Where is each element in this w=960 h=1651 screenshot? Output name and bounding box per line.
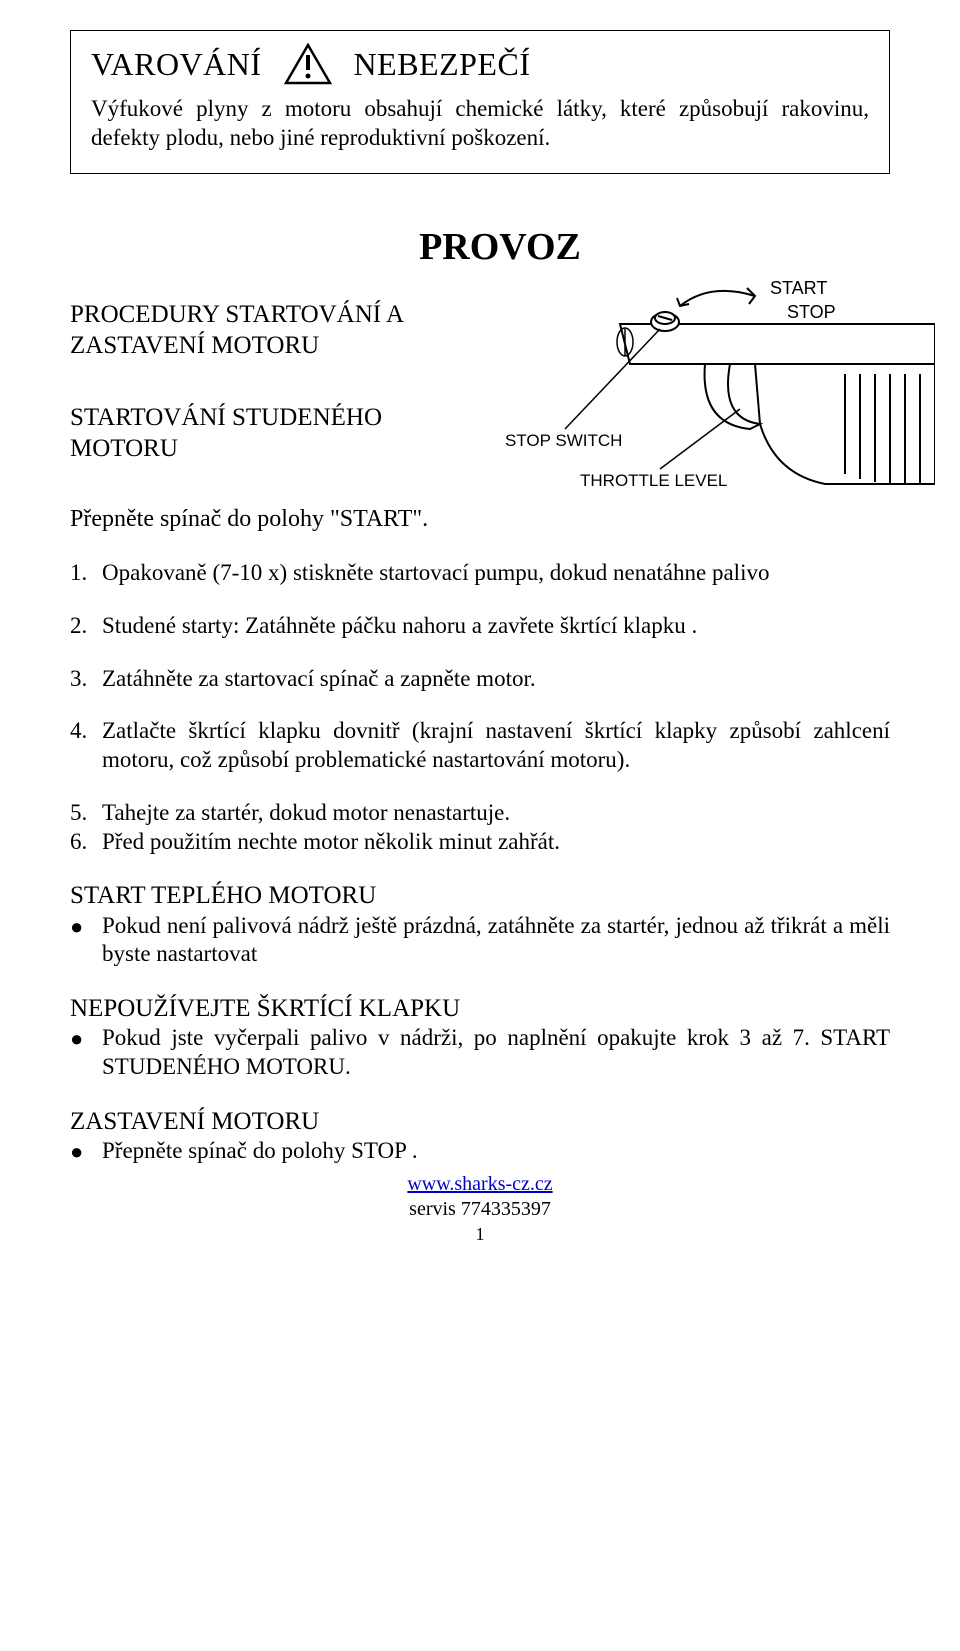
warm-bullet-1: ● Pokud není palivová nádrž ještě prázdn… (70, 912, 890, 970)
bullet-text: Přepněte spínač do polohy STOP . (102, 1137, 890, 1166)
throttle-head: NEPOUŽÍVEJTE ŠKRTÍCÍ KLAPKU (70, 993, 890, 1024)
step-6: 6. Před použitím nechte motor několik mi… (70, 828, 890, 857)
steps-list: 1. Opakovaně (7-10 x) stiskněte startova… (70, 559, 890, 856)
motor-switch-diagram: START STOP (505, 274, 935, 524)
start-cold-head: STARTOVÁNÍ STUDENÉHO MOTORU (70, 402, 470, 465)
step-num: 3. (70, 665, 102, 694)
step-text: Tahejte za startér, dokud motor nenastar… (102, 799, 890, 828)
warning-text: Výfukové plyny z motoru obsahují chemick… (91, 95, 869, 153)
diagram-label-start: START (770, 278, 827, 298)
procedury-block: PROCEDURY STARTOVÁNÍ A ZASTAVENÍ MOTORU … (70, 299, 470, 534)
warning-box: VAROVÁNÍ NEBEZPEČÍ Výfukové plyny z moto… (70, 30, 890, 174)
step-num: 1. (70, 559, 102, 588)
page-number: 1 (476, 1224, 485, 1244)
bullet-icon: ● (70, 1137, 102, 1166)
provoz-title: PROVOZ (70, 224, 890, 272)
provoz-section: PROVOZ PROCEDURY STARTOVÁNÍ A ZASTAVENÍ … (70, 224, 890, 535)
diagram-label-stop-switch: STOP SWITCH (505, 431, 622, 450)
footer-url-link[interactable]: www.sharks-cz.cz (407, 1173, 552, 1195)
diagram-label-stop: STOP (787, 302, 836, 322)
bullet-text: Pokud není palivová nádrž ještě prázdná,… (102, 912, 890, 970)
step-text: Zatáhněte za startovací spínač a zapněte… (102, 665, 890, 694)
procedury-head: PROCEDURY STARTOVÁNÍ A ZASTAVENÍ MOTORU (70, 299, 470, 362)
throttle-bullet-1: ● Pokud jste vyčerpali palivo v nádrži, … (70, 1024, 890, 1082)
page-footer: www.sharks-cz.cz servis 774335397 1 (70, 1172, 890, 1247)
step-text: Studené starty: Zatáhněte páčku nahoru a… (102, 612, 890, 641)
step-text: Zatlačte škrtící klapku dovnitř (krajní … (102, 717, 890, 775)
warning-triangle-icon (284, 43, 332, 85)
stop-head: ZASTAVENÍ MOTORU (70, 1106, 890, 1137)
warning-title-left: VAROVÁNÍ (91, 44, 262, 84)
step-4: 4. Zatlačte škrtící klapku dovnitř (kraj… (70, 717, 890, 775)
bullet-icon: ● (70, 1024, 102, 1082)
step-text: Před použitím nechte motor několik minut… (102, 828, 890, 857)
bullet-text: Pokud jste vyčerpali palivo v nádrži, po… (102, 1024, 890, 1082)
step-text: Opakovaně (7-10 x) stiskněte startovací … (102, 559, 890, 588)
stop-bullet-1: ● Přepněte spínač do polohy STOP . (70, 1137, 890, 1166)
warning-title-row: VAROVÁNÍ NEBEZPEČÍ (91, 43, 869, 85)
diagram-label-throttle: THROTTLE LEVEL (580, 471, 727, 490)
switch-start-text: Přepněte spínač do polohy "START". (70, 504, 470, 534)
step-num: 2. (70, 612, 102, 641)
step-5: 5. Tahejte za startér, dokud motor nenas… (70, 799, 890, 828)
step-1: 1. Opakovaně (7-10 x) stiskněte startova… (70, 559, 890, 588)
warm-start-head: START TEPLÉHO MOTORU (70, 880, 890, 911)
step-3: 3. Zatáhněte za startovací spínač a zapn… (70, 665, 890, 694)
step-num: 6. (70, 828, 102, 857)
step-2: 2. Studené starty: Zatáhněte páčku nahor… (70, 612, 890, 641)
bullet-icon: ● (70, 912, 102, 970)
step-num: 5. (70, 799, 102, 828)
step-num: 4. (70, 717, 102, 775)
warning-title-right: NEBEZPEČÍ (354, 44, 531, 84)
footer-servis: servis 774335397 (409, 1198, 551, 1220)
